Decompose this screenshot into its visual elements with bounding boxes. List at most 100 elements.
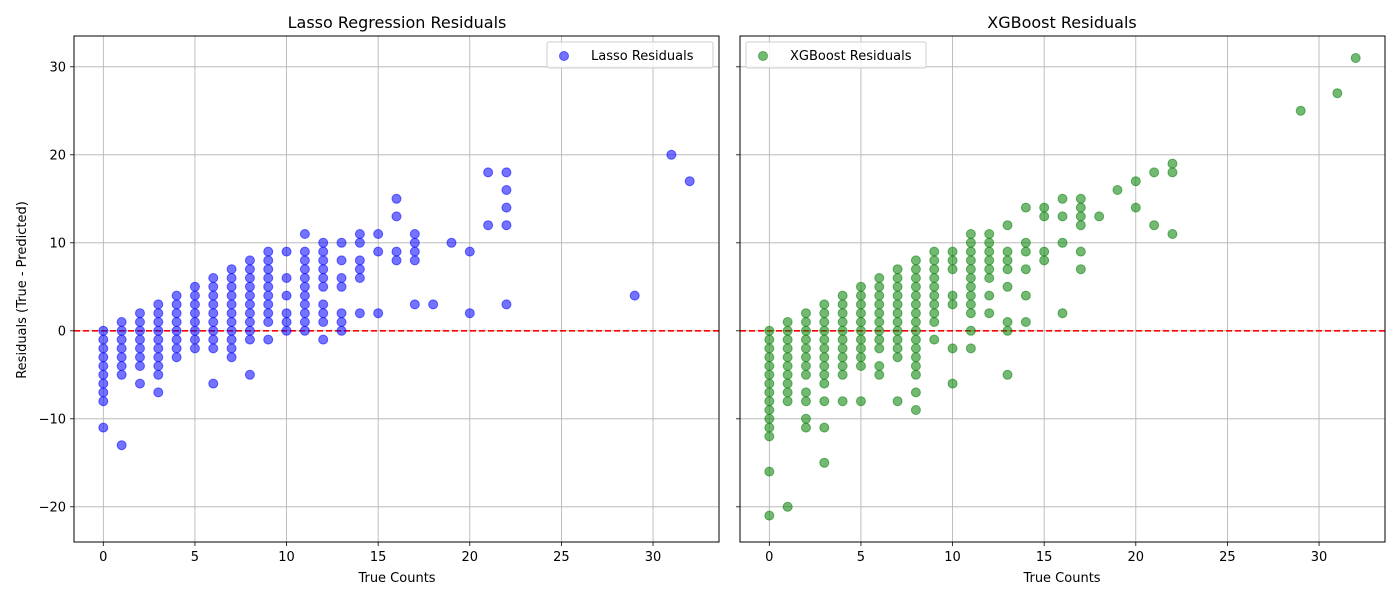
- lasso-residual-point: [244, 334, 255, 345]
- xgboost-residual-point: [855, 317, 866, 327]
- lasso-residual-point: [98, 369, 109, 380]
- xgboost-residual-point: [1075, 211, 1086, 222]
- lasso-residual-point: [116, 440, 127, 451]
- lasso-residual-point: [208, 343, 219, 354]
- xgboost-residual-point: [910, 273, 921, 283]
- xgboost-residual-point: [892, 396, 903, 407]
- xgboost-residual-point: [892, 343, 903, 354]
- lasso-residual-point: [208, 290, 219, 301]
- lasso-residual-point: [189, 299, 200, 310]
- lasso-residual-point: [336, 325, 347, 336]
- xgboost-residual-point: [984, 264, 995, 275]
- lasso-residual-point: [189, 290, 200, 301]
- xgboost-residuals-panel: XGBoost Residuals True Counts 0 5 10 15 20 25…: [736, 13, 1386, 586]
- xgboost-residual-point: [1149, 220, 1160, 231]
- xgboost-residual-point: [929, 308, 940, 319]
- lasso-residual-point: [336, 255, 347, 266]
- xgboost-residual-point: [965, 229, 976, 239]
- xgboost-residual-point: [837, 369, 848, 380]
- xgboost-residual-point: [965, 255, 976, 266]
- xgboost-residual-point: [837, 361, 848, 371]
- lasso-residual-point: [244, 325, 255, 336]
- lasso-residual-point: [446, 237, 457, 248]
- lasso-legend-label: Lasso Residuals: [591, 49, 694, 64]
- xgboost-residual-point: [1020, 290, 1031, 301]
- xgboost-residual-point: [929, 246, 940, 257]
- lasso-residual-point: [483, 220, 494, 231]
- xgboost-residual-point: [819, 396, 830, 407]
- lasso-residual-point: [373, 308, 384, 319]
- lasso-residual-point: [318, 273, 329, 283]
- xgboost-residual-point: [984, 290, 995, 301]
- xgboost-residual-point: [874, 317, 885, 327]
- lasso-residual-point: [226, 334, 237, 345]
- lasso-residual-point: [226, 264, 237, 275]
- xgboost-residual-point: [764, 334, 775, 345]
- xgboost-residual-point: [800, 325, 811, 336]
- xgboost-x-tick-label: 0: [765, 550, 773, 565]
- lasso-residual-point: [409, 237, 420, 248]
- xgboost-residual-point: [837, 290, 848, 301]
- xgboost-residual-point: [892, 281, 903, 292]
- xgboost-residual-point: [800, 396, 811, 407]
- lasso-residual-point: [263, 334, 274, 345]
- lasso-residual-point: [226, 352, 237, 363]
- lasso-residual-point: [299, 264, 310, 275]
- xgboost-residual-point: [800, 361, 811, 371]
- xgboost-residual-point: [1002, 246, 1013, 257]
- xgboost-residual-point: [819, 299, 830, 310]
- xgboost-residual-point: [1039, 255, 1050, 266]
- xgboost-residual-point: [892, 325, 903, 336]
- lasso-residual-point: [299, 317, 310, 327]
- lasso-residual-point: [153, 299, 164, 310]
- xgboost-residual-point: [855, 308, 866, 319]
- xgboost-residual-point: [892, 352, 903, 363]
- xgboost-residual-point: [947, 264, 958, 275]
- xgboost-residual-point: [929, 255, 940, 266]
- lasso-residual-point: [208, 273, 219, 283]
- lasso-residual-point: [153, 352, 164, 363]
- lasso-residual-point: [299, 246, 310, 257]
- lasso-residual-point: [153, 343, 164, 354]
- lasso-residual-point: [153, 325, 164, 336]
- lasso-y-tick-label: −10: [39, 412, 66, 427]
- xgboost-residual-point: [892, 308, 903, 319]
- xgboost-residual-point: [874, 369, 885, 380]
- xgboost-residual-point: [819, 308, 830, 319]
- xgboost-residual-point: [1020, 237, 1031, 248]
- lasso-residual-point: [98, 396, 109, 407]
- lasso-residual-point: [391, 193, 402, 204]
- xgboost-residual-point: [819, 317, 830, 327]
- lasso-residual-point: [116, 317, 127, 327]
- xgboost-residual-point: [819, 378, 830, 389]
- xgboost-residual-point: [1002, 255, 1013, 266]
- xgboost-residual-point: [764, 405, 775, 415]
- xgboost-residual-point: [764, 413, 775, 424]
- xgboost-residual-point: [929, 334, 940, 345]
- xgboost-residual-point: [764, 378, 775, 389]
- xgboost-residual-point: [782, 387, 793, 398]
- lasso-residual-point: [208, 325, 219, 336]
- lasso-residual-point: [299, 255, 310, 266]
- lasso-residual-point: [244, 290, 255, 301]
- lasso-residual-point: [116, 343, 127, 354]
- lasso-residual-point: [336, 273, 347, 283]
- xgboost-residual-point: [764, 422, 775, 433]
- lasso-residual-point: [299, 290, 310, 301]
- lasso-residual-point: [134, 343, 145, 354]
- lasso-residual-point: [98, 352, 109, 363]
- lasso-residual-point: [336, 317, 347, 327]
- lasso-residual-point: [244, 317, 255, 327]
- xgboost-residual-point: [1075, 202, 1086, 213]
- xgboost-residual-point: [1130, 202, 1141, 213]
- xgboost-x-tick-label: 10: [944, 550, 961, 565]
- xgboost-residual-point: [782, 317, 793, 327]
- xgboost-legend-label: XGBoost Residuals: [790, 49, 912, 64]
- xgboost-residual-point: [947, 378, 958, 389]
- xgboost-residual-point: [892, 334, 903, 345]
- lasso-residual-point: [189, 308, 200, 319]
- lasso-residual-point: [189, 281, 200, 292]
- lasso-residual-point: [98, 325, 109, 336]
- xgboost-residual-point: [965, 325, 976, 336]
- lasso-residual-point: [171, 352, 182, 363]
